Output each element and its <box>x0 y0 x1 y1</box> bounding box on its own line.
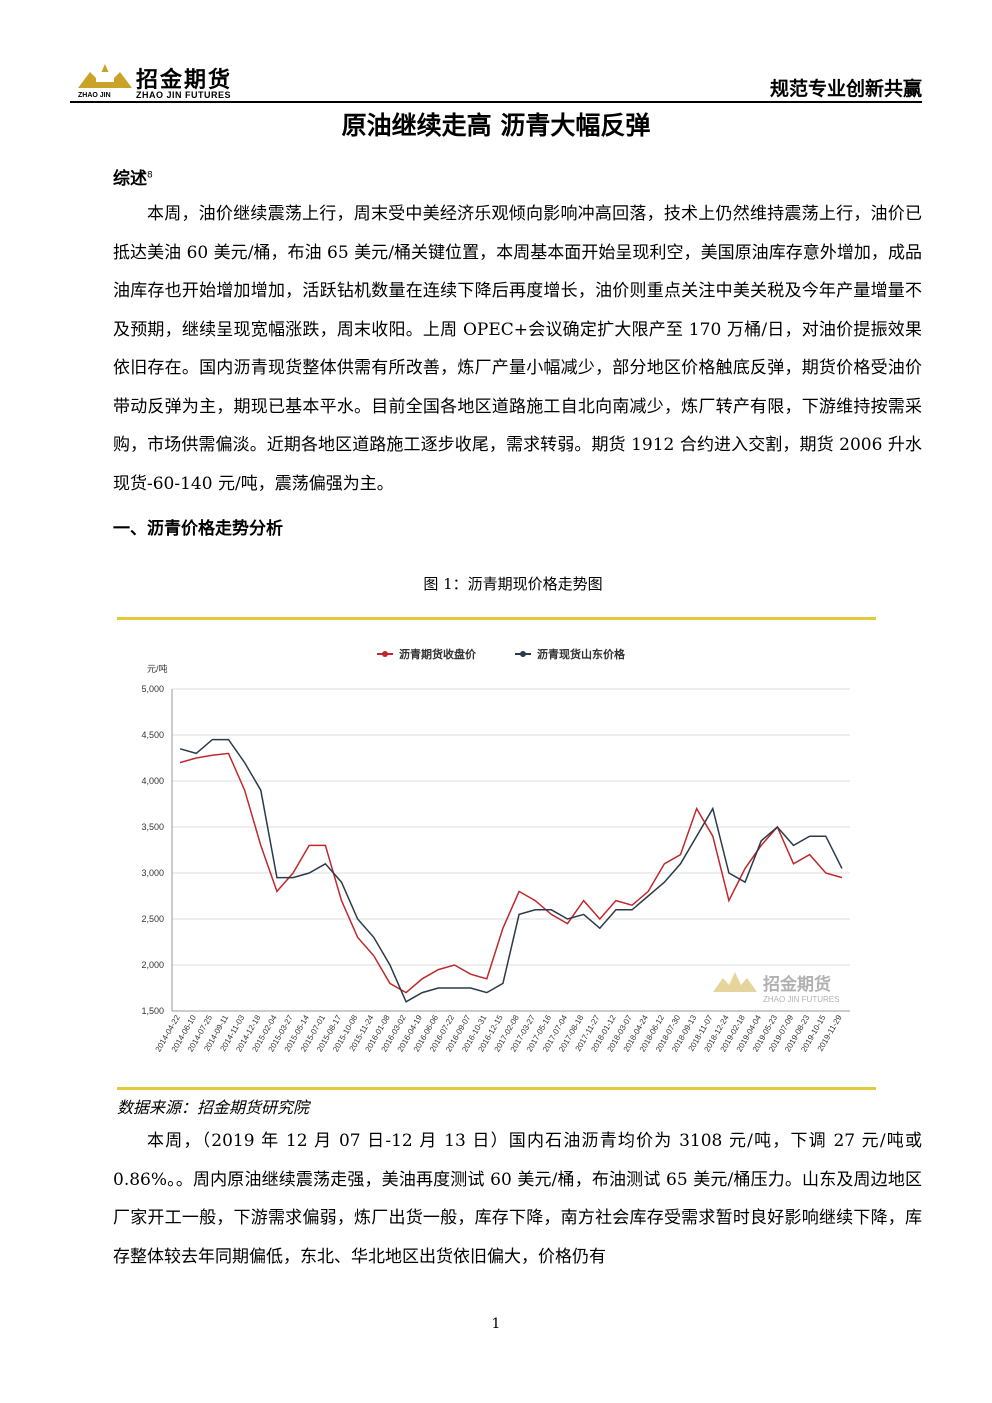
y-tick-label: 2,500 <box>141 914 164 924</box>
y-tick-label: 4,000 <box>141 776 164 786</box>
body-paragraph: 本周，（2019 年 12 月 07 日-12 月 13 日）国内石油沥青均价为… <box>113 1131 922 1267</box>
watermark-text: 招金期货 <box>763 974 831 994</box>
chart: 元/吨 1,500 2,000 2,500 3,000 3,500 4,000 4,500 5,… <box>141 647 850 1053</box>
header-rule <box>70 101 922 103</box>
figure-caption: 图 1：沥青期现价格走势图 <box>423 575 603 593</box>
y-unit: 元/吨 <box>147 663 168 674</box>
series-line <box>179 752 843 994</box>
legend-label: 沥青现货山东价格 <box>537 647 626 661</box>
figure-rule <box>117 617 876 620</box>
y-tick-label: 5,000 <box>141 684 164 694</box>
y-tick-label: 4,500 <box>141 730 164 740</box>
legend-marker <box>520 651 526 657</box>
document-title: 原油继续走高 沥青大幅反弹 <box>341 111 651 140</box>
series-line <box>179 738 843 1003</box>
summary-paragraph: 本周，油价继续震荡上行，周末受中美经济乐观倾向影响冲高回落，技术上仍然维持震荡上… <box>113 204 922 494</box>
figure-rule <box>117 1087 876 1090</box>
slogan: 规范专业创新共赢 <box>769 78 922 100</box>
summary-heading: 综述8 <box>113 164 153 189</box>
y-tick-label: 3,500 <box>141 822 164 832</box>
page-number: 1 <box>491 1316 501 1332</box>
y-tick-label: 2,000 <box>141 960 164 970</box>
data-source: 数据来源：招金期货研究院 <box>117 1098 310 1117</box>
legend-marker <box>382 651 388 657</box>
y-tick-label: 3,000 <box>141 868 164 878</box>
watermark-icon <box>713 972 757 992</box>
logo-small: ZHAO JIN <box>78 92 111 99</box>
watermark-english: ZHAO JIN FUTURES <box>763 995 839 1004</box>
logo-icon <box>78 64 132 88</box>
heading-text: 综述 <box>113 169 147 189</box>
logo-english: ZHAO JIN FUTURES <box>136 90 232 100</box>
logo-text: 招金期货 <box>136 68 233 93</box>
footnote-mark: 8 <box>147 170 153 181</box>
y-tick-label: 1,500 <box>141 1006 164 1016</box>
legend-label: 沥青期货收盘价 <box>399 647 477 661</box>
section-heading: 一、沥青价格走势分析 <box>113 519 283 539</box>
